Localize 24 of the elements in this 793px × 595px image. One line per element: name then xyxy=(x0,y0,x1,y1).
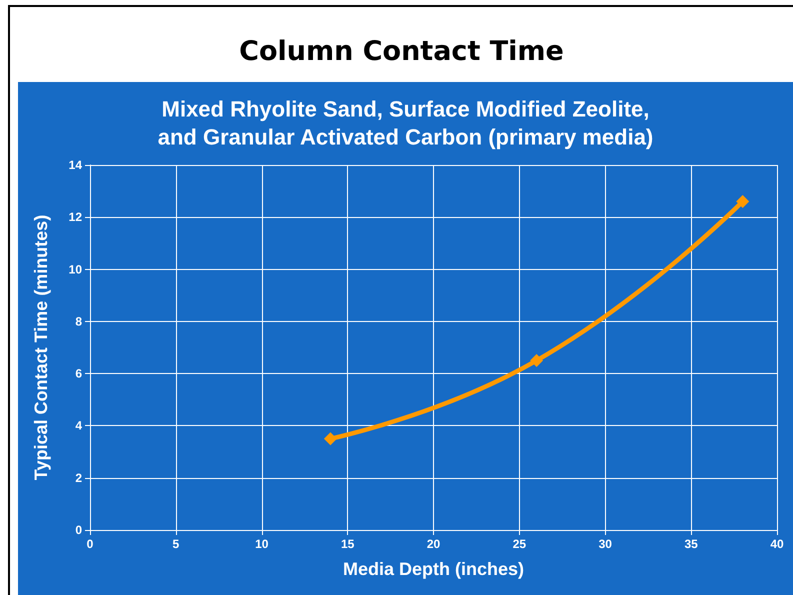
x-tick-label: 25 xyxy=(512,537,526,551)
y-tick-label: 4 xyxy=(75,418,82,433)
x-axis-title: Media Depth (inches) xyxy=(342,559,524,579)
point xyxy=(530,354,544,368)
chart-title: Column Contact Time xyxy=(238,36,565,67)
chart-subtitle: Mixed Rhyolite Sand, Surface Modified Zeolite, and Granular Activated Carbon (primary media) xyxy=(158,96,654,150)
x-tick-label: 35 xyxy=(684,537,698,551)
y-tick-label: 8 xyxy=(75,314,82,328)
x-tick-label: 20 xyxy=(426,537,440,551)
y-tick-label: 14 xyxy=(68,158,82,172)
x-tick-label: 0 xyxy=(86,537,94,551)
y-axis-title: Typical Contact Time (minutes) xyxy=(31,214,51,480)
y-tick-label: 0 xyxy=(75,523,82,537)
x-tick-label: 10 xyxy=(255,537,269,551)
x-tick-label: 15 xyxy=(340,537,355,551)
y-tick-label: 12 xyxy=(68,210,82,224)
y-tick-label: 10 xyxy=(68,262,82,276)
point xyxy=(736,195,750,208)
y-tick-label: 2 xyxy=(75,470,82,485)
x-tick-label: 40 xyxy=(770,537,784,551)
x-tick-label: 30 xyxy=(598,537,612,551)
x-tick-label: 5 xyxy=(172,537,180,551)
point xyxy=(324,432,337,446)
y-tick-label: 6 xyxy=(75,366,82,381)
